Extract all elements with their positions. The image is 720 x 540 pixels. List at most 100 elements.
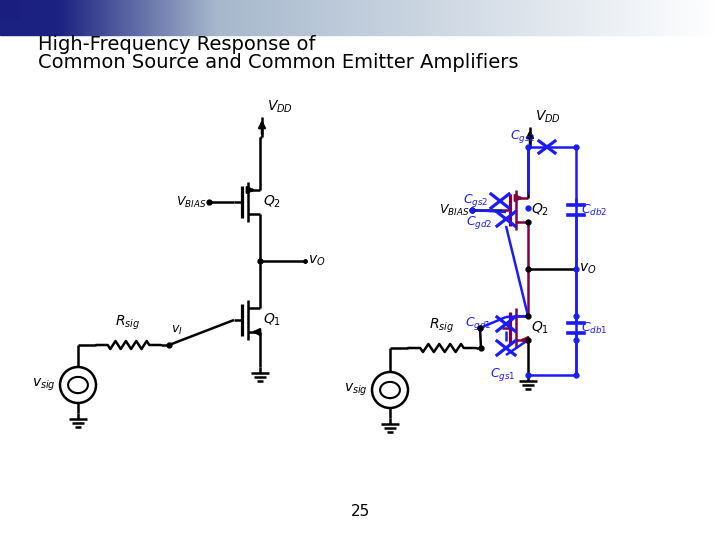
Bar	[689, 0, 690, 35]
Bar	[242, 0, 243, 35]
Bar	[234, 0, 235, 35]
Bar	[312, 0, 313, 35]
Bar	[578, 0, 579, 35]
Bar	[136, 0, 137, 35]
Bar	[663, 0, 664, 35]
Bar	[321, 0, 322, 35]
Bar	[101, 0, 102, 35]
Bar	[511, 0, 512, 35]
Bar	[642, 0, 643, 35]
Bar	[66, 0, 67, 35]
Bar	[631, 0, 632, 35]
Bar	[172, 0, 173, 35]
Bar	[16, 0, 17, 35]
Bar	[580, 0, 581, 35]
Bar	[699, 0, 700, 35]
Bar	[148, 0, 149, 35]
Bar	[14, 0, 15, 35]
Text: $C_{gs1}$: $C_{gs1}$	[490, 366, 516, 383]
Bar	[228, 0, 229, 35]
Bar	[208, 0, 209, 35]
Bar	[231, 0, 232, 35]
Bar	[661, 0, 662, 35]
Bar	[394, 0, 395, 35]
Bar	[38, 0, 39, 35]
Bar	[78, 0, 79, 35]
Bar	[159, 0, 160, 35]
Bar	[62, 0, 63, 35]
Bar	[57, 0, 58, 35]
Bar	[362, 0, 363, 35]
Bar	[490, 0, 491, 35]
Bar	[365, 0, 366, 35]
Bar	[163, 0, 164, 35]
Bar	[146, 0, 147, 35]
Bar	[176, 0, 177, 35]
Bar	[264, 0, 265, 35]
Bar	[478, 0, 479, 35]
Bar	[593, 0, 594, 35]
Bar	[408, 0, 409, 35]
Bar	[670, 0, 671, 35]
Bar	[360, 0, 361, 35]
Bar	[84, 0, 85, 35]
Bar	[438, 0, 439, 35]
Bar	[710, 0, 711, 35]
Bar	[156, 0, 157, 35]
Bar	[616, 0, 617, 35]
Bar	[549, 0, 550, 35]
Bar	[421, 0, 422, 35]
Bar	[515, 0, 516, 35]
Bar	[133, 0, 134, 35]
Bar	[448, 0, 449, 35]
Bar	[600, 0, 601, 35]
Bar	[612, 0, 613, 35]
Bar	[486, 0, 487, 35]
Bar	[343, 0, 344, 35]
Bar	[28, 0, 29, 35]
Bar	[429, 0, 430, 35]
Bar	[215, 0, 216, 35]
Bar	[92, 0, 93, 35]
Bar	[252, 0, 253, 35]
Bar	[615, 0, 616, 35]
Bar	[290, 0, 291, 35]
Bar	[207, 0, 208, 35]
Bar	[45, 0, 46, 35]
Bar	[678, 0, 679, 35]
Bar	[639, 0, 640, 35]
Bar	[106, 0, 107, 35]
Bar	[104, 0, 105, 35]
Bar	[538, 0, 539, 35]
Bar	[370, 0, 371, 35]
Bar	[169, 0, 170, 35]
Bar	[284, 0, 285, 35]
Bar	[140, 0, 141, 35]
Bar	[3, 0, 4, 35]
Bar	[557, 0, 558, 35]
Bar	[220, 0, 221, 35]
Bar	[655, 0, 656, 35]
Bar	[80, 0, 81, 35]
Bar	[675, 0, 676, 35]
Bar	[246, 0, 247, 35]
Bar	[71, 0, 72, 35]
Bar	[474, 0, 475, 35]
Bar	[122, 0, 123, 35]
Bar	[651, 0, 652, 35]
Bar	[435, 0, 436, 35]
Bar	[632, 0, 633, 35]
Bar	[532, 0, 533, 35]
Bar	[286, 0, 287, 35]
Bar	[259, 0, 260, 35]
Bar	[30, 0, 31, 35]
Bar	[621, 0, 622, 35]
Bar	[134, 0, 135, 35]
Bar	[120, 0, 121, 35]
Bar	[202, 0, 203, 35]
Bar	[9, 0, 10, 35]
Bar	[582, 0, 583, 35]
Bar	[349, 0, 350, 35]
Bar	[346, 0, 347, 35]
Bar	[155, 0, 156, 35]
